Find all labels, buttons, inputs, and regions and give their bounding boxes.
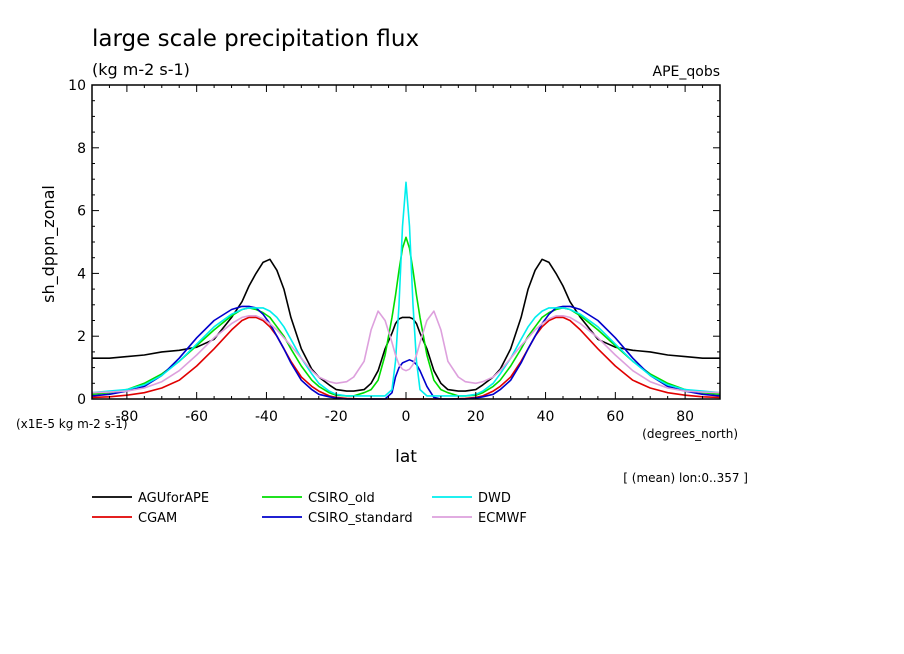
dataset-label: APE_qobs bbox=[653, 64, 721, 80]
plot-frame bbox=[91, 84, 721, 400]
chart-title: large scale precipitation flux bbox=[92, 26, 419, 52]
legend-label: AGUforAPE bbox=[138, 491, 209, 506]
x-tick-label: 60 bbox=[606, 409, 624, 425]
legend-label: DWD bbox=[478, 491, 511, 506]
series-line-csiro-standard bbox=[91, 305, 721, 400]
legend-label: ECMWF bbox=[478, 511, 527, 526]
x-tick-label: 80 bbox=[676, 409, 694, 425]
x-tick-label: 0 bbox=[402, 409, 411, 425]
x-tick-label: -80 bbox=[115, 409, 138, 425]
x-axis: -80 -60 -40 -20 0 20 40 60 80 bbox=[91, 85, 721, 425]
range-note: [ (mean) lon:0..357 ] bbox=[623, 471, 748, 485]
legend: AGUforAPE CGAM CSIRO_old CSIRO_standard DWD E… bbox=[92, 491, 527, 526]
x-tick-label: -60 bbox=[185, 409, 208, 425]
y-tick-label: 4 bbox=[77, 266, 86, 282]
x-axis-label: lat bbox=[395, 447, 417, 467]
y-tick-label: 10 bbox=[68, 78, 86, 94]
series-line-csiro-old bbox=[91, 236, 721, 397]
y-tick-label: 8 bbox=[77, 141, 86, 157]
legend-label: CSIRO_standard bbox=[308, 511, 413, 526]
y-tick-label: 6 bbox=[77, 204, 86, 220]
y-scale-note: (x1E-5 kg m-2 s-1) bbox=[16, 417, 128, 431]
y-axis-label: sh_dppn_zonal bbox=[39, 185, 59, 303]
x-tick-label: -40 bbox=[255, 409, 278, 425]
y-axis: 0 2 4 6 8 10 bbox=[68, 78, 720, 408]
legend-label: CGAM bbox=[138, 511, 177, 526]
series-line-dwd bbox=[91, 181, 721, 397]
series-line-aguforape bbox=[92, 258, 720, 392]
series-line-cgam bbox=[91, 316, 721, 400]
y-tick-label: 2 bbox=[77, 329, 86, 345]
x-tick-label: 40 bbox=[537, 409, 555, 425]
x-units-label: (degrees_north) bbox=[642, 427, 738, 441]
x-tick-label: -20 bbox=[325, 409, 348, 425]
series-line-ecmwf bbox=[91, 310, 721, 394]
y-tick-label: 0 bbox=[77, 392, 86, 408]
x-tick-label: 20 bbox=[467, 409, 485, 425]
chart-subtitle: (kg m-2 s-1) bbox=[92, 60, 190, 79]
legend-label: CSIRO_old bbox=[308, 491, 375, 506]
plot-lines bbox=[91, 181, 721, 400]
